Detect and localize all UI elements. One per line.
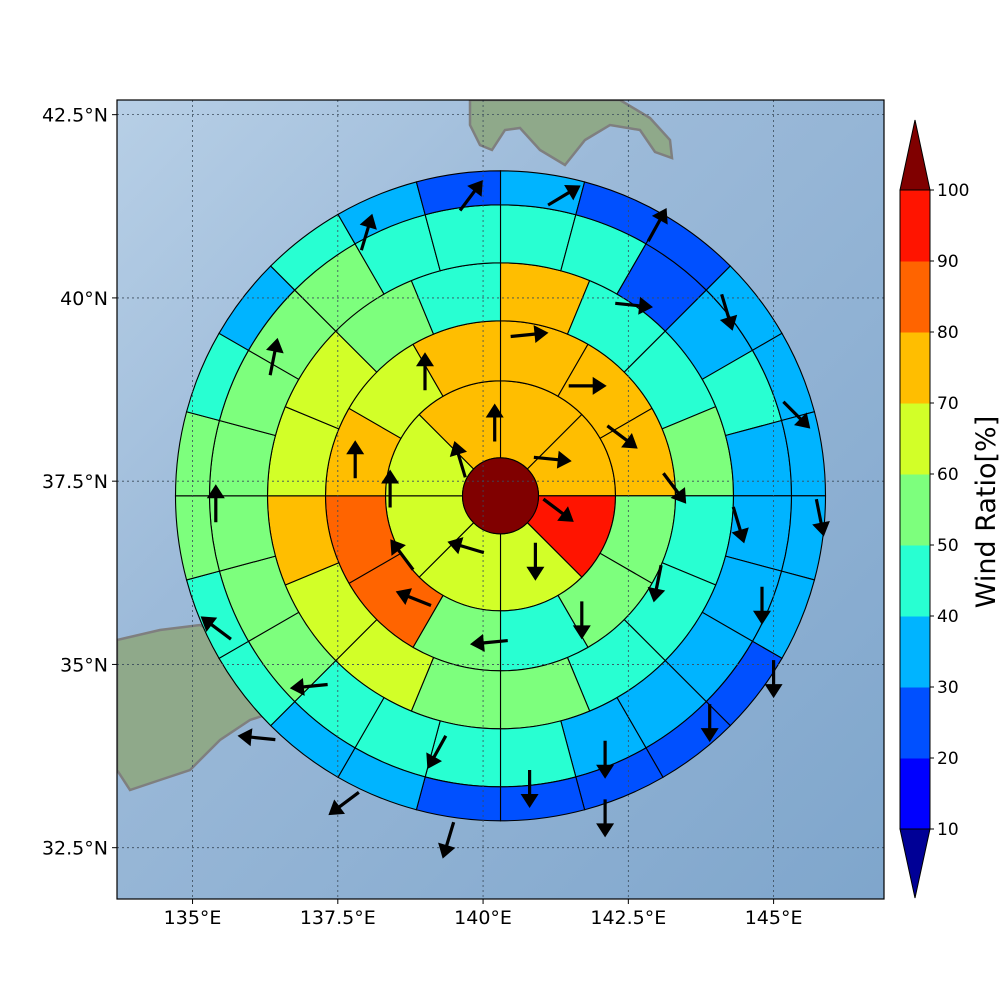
wind-arrow — [328, 791, 360, 816]
wind-arrow — [646, 208, 668, 242]
wind-arrow — [390, 539, 415, 571]
x-tick-label: 142.5°E — [590, 907, 666, 929]
wind-arrow — [812, 498, 830, 537]
wind-arrow — [485, 403, 504, 442]
wind-arrow — [764, 660, 783, 699]
colorbar-segment — [900, 687, 930, 759]
wind-arrow — [533, 450, 572, 469]
wind-arrow — [359, 213, 377, 251]
wind-arrow — [266, 337, 284, 376]
wind-arrow — [526, 542, 545, 581]
colorbar-outline — [899, 189, 931, 830]
wind-arrow — [662, 472, 687, 504]
center-disk — [461, 457, 540, 535]
graticule — [117, 100, 884, 899]
wind-arrow — [381, 469, 400, 508]
x-tick-label: 145°E — [745, 907, 803, 929]
x-tick-label: 135°E — [164, 907, 222, 929]
wind-arrow — [568, 376, 607, 395]
colorbar-segment — [900, 758, 930, 830]
wind-arrow — [719, 293, 738, 331]
colorbar-tick-label: 40 — [937, 607, 959, 627]
wind-arrow — [426, 735, 448, 769]
wind-arrow — [520, 770, 539, 808]
y-axis-ticks: 32.5°N 35°N 37.5°N 40°N 42.5°N — [42, 105, 117, 860]
wind-arrow — [731, 506, 749, 544]
x-tick-label: 140°E — [454, 907, 512, 929]
colorbar-extend-max — [899, 119, 931, 191]
colorbar-segment — [900, 261, 930, 333]
wind-arrow — [458, 180, 483, 212]
wind-arrow — [572, 601, 591, 640]
wind-arrow — [547, 185, 581, 207]
wind-arrow — [647, 564, 666, 603]
wind-arrow — [395, 588, 432, 607]
wind-ratio-sectors — [174, 170, 827, 822]
wind-arrow — [237, 728, 276, 747]
colorbar-tick-label: 30 — [937, 678, 959, 698]
x-axis-ticks: 135°E 137.5°E 140°E 142.5°E 145°E — [164, 899, 803, 929]
colorbar-tick-label: 10 — [937, 820, 959, 840]
y-tick-label: 35°N — [60, 654, 108, 676]
map-area[interactable] — [117, 100, 884, 899]
wind-arrow — [615, 296, 653, 315]
colorbar-tick-label: 80 — [937, 323, 959, 343]
colorbar-tick-label: 100 — [937, 181, 969, 201]
wind-arrow — [542, 497, 574, 522]
wind-arrow — [753, 586, 771, 625]
wind-arrow — [449, 441, 467, 478]
colorbar-tick-label: 90 — [937, 252, 959, 272]
colorbar: 10 20 30 40 50 60 70 80 90 100 — [899, 119, 969, 899]
wind-arrow — [447, 537, 485, 555]
colorbar-tick-label: 20 — [937, 749, 959, 769]
y-tick-label: 42.5°N — [42, 105, 108, 127]
wind-arrow — [596, 740, 615, 779]
wind-arrow — [606, 424, 638, 449]
wind-arrow — [510, 325, 549, 343]
colorbar-segment — [900, 403, 930, 475]
wind-arrow — [470, 634, 508, 652]
map-frame — [116, 99, 885, 900]
colorbar-segment — [900, 474, 930, 546]
y-tick-label: 32.5°N — [42, 838, 108, 860]
wind-arrow — [346, 440, 365, 479]
colorbar-segment — [900, 332, 930, 404]
y-tick-label: 37.5°N — [42, 471, 108, 493]
colorbar-segment — [900, 190, 930, 262]
land-hokkaido — [468, 100, 674, 167]
wind-arrow — [596, 799, 615, 838]
wind-arrow — [438, 821, 456, 859]
wind-arrow — [700, 704, 719, 743]
colorbar-segment — [900, 545, 930, 617]
wind-arrow — [206, 484, 225, 523]
x-tick-label: 137.5°E — [300, 907, 376, 929]
colorbar-tick-label: 60 — [937, 465, 959, 485]
wind-arrow — [289, 678, 328, 696]
colorbar-tick-label: 70 — [937, 394, 959, 414]
y-tick-label: 40°N — [60, 288, 108, 310]
wind-arrow — [782, 400, 811, 429]
wind-arrow — [200, 616, 232, 641]
colorbar-extend-min — [899, 828, 931, 899]
wind-vectors — [200, 180, 830, 859]
colorbar-title: Wind Ratio[%] — [971, 416, 1000, 608]
colorbar-tick-label: 50 — [937, 536, 959, 556]
colorbar-segment — [900, 616, 930, 688]
wind-arrow — [416, 352, 434, 391]
